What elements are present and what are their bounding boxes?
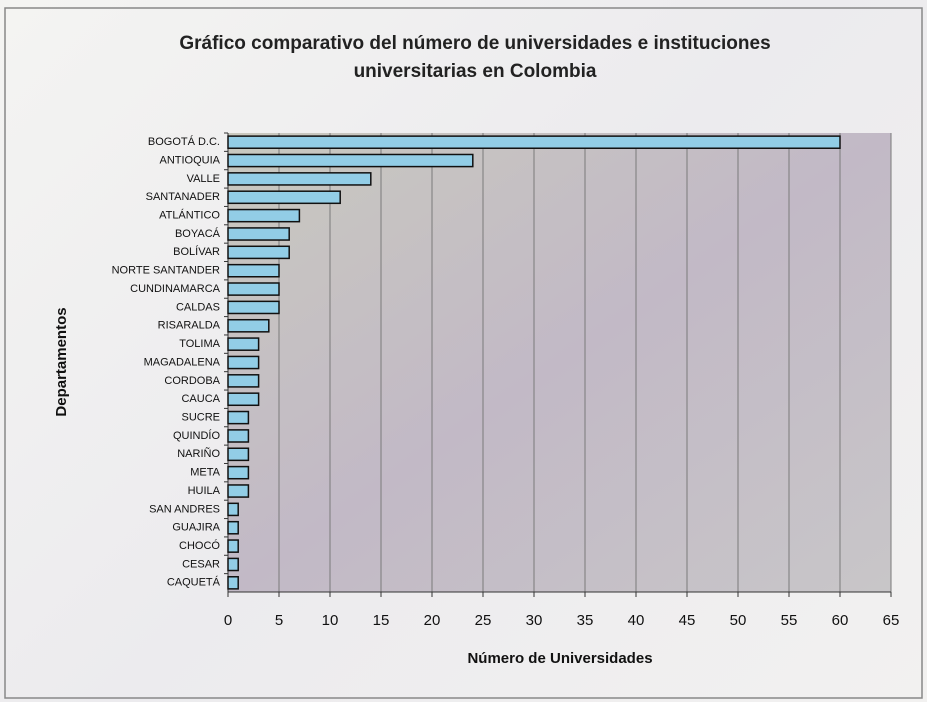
y-tick-label: META	[190, 467, 220, 479]
frame	[4, 7, 923, 699]
x-tick-label: 45	[679, 612, 696, 629]
bar	[227, 447, 250, 462]
x-tick-label: 25	[475, 612, 492, 629]
y-tick-label: CUNDINAMARCA	[130, 283, 221, 295]
y-tick-label: MAGADALENA	[144, 356, 221, 368]
bar	[227, 557, 239, 572]
bar	[227, 576, 239, 590]
y-tick-label: RISARALDA	[158, 320, 221, 332]
y-tick-label: NORTE SANTANDER	[112, 265, 220, 277]
x-tick-label: 40	[628, 612, 645, 629]
x-tick-label: 5	[275, 612, 283, 629]
y-tick-label: BOGOTÁ D.C.	[148, 135, 220, 148]
x-tick-label: 35	[577, 612, 594, 629]
bar	[227, 153, 474, 168]
x-tick-label: 55	[781, 612, 798, 629]
bar	[227, 318, 270, 333]
x-tick-label: 15	[373, 612, 390, 629]
x-tick-label: 30	[526, 612, 543, 629]
bar	[227, 502, 239, 517]
y-tick-label: CESAR	[182, 558, 220, 570]
bar	[227, 135, 841, 149]
y-tick-label: HUILA	[188, 485, 221, 497]
y-tick-label: ATLÁNTICO	[159, 209, 220, 222]
y-tick-label: SANTANADER	[146, 191, 220, 203]
y-tick-label: QUINDÍO	[173, 429, 221, 442]
bar	[227, 190, 341, 205]
bar	[227, 465, 250, 480]
bar	[227, 539, 239, 553]
y-tick-label: VALLE	[187, 173, 220, 185]
y-tick-label: CHOCÓ	[179, 539, 220, 552]
y-tick-label: CAQUETÁ	[167, 576, 221, 589]
y-tick-label: SUCRE	[181, 411, 220, 423]
bar	[227, 337, 260, 351]
bar	[227, 208, 301, 223]
x-tick-label: 10	[322, 612, 339, 629]
chart-title: Gráfico comparativo del número de univer…	[179, 33, 771, 82]
y-tick-label: NARIÑO	[177, 447, 220, 460]
bar	[227, 374, 260, 388]
bar	[227, 429, 250, 443]
bar	[227, 282, 280, 296]
y-tick-label: BOYACÁ	[175, 227, 221, 240]
bar	[227, 410, 250, 425]
x-tick-label: 60	[832, 612, 849, 629]
y-axis-label: Departamentos	[53, 307, 70, 416]
bar	[227, 300, 280, 315]
x-tick-label: 20	[424, 612, 441, 629]
bar	[227, 227, 290, 241]
plot-area	[228, 133, 891, 592]
y-tick-label: GUAJIRA	[172, 522, 220, 534]
x-axis-label: Número de Universidades	[467, 650, 652, 667]
bar	[227, 355, 260, 370]
bar	[227, 172, 372, 186]
y-tick-label: TOLIMA	[179, 338, 220, 350]
x-tick-label: 65	[883, 612, 900, 629]
y-tick-label: CAUCA	[181, 393, 220, 405]
y-tick-label: CALDAS	[176, 301, 220, 313]
bar	[227, 520, 239, 535]
bar	[227, 263, 280, 278]
y-tick-label: BOLÍVAR	[173, 245, 220, 258]
x-tick-label: 50	[730, 612, 747, 629]
bar	[227, 245, 290, 260]
y-tick-label: ANTIOQUIA	[159, 154, 220, 166]
y-tick-label: SAN ANDRES	[149, 503, 220, 515]
bar	[227, 484, 250, 498]
x-tick-label: 0	[224, 612, 232, 629]
y-tick-label: CORDOBA	[164, 375, 220, 387]
bar	[227, 392, 260, 407]
